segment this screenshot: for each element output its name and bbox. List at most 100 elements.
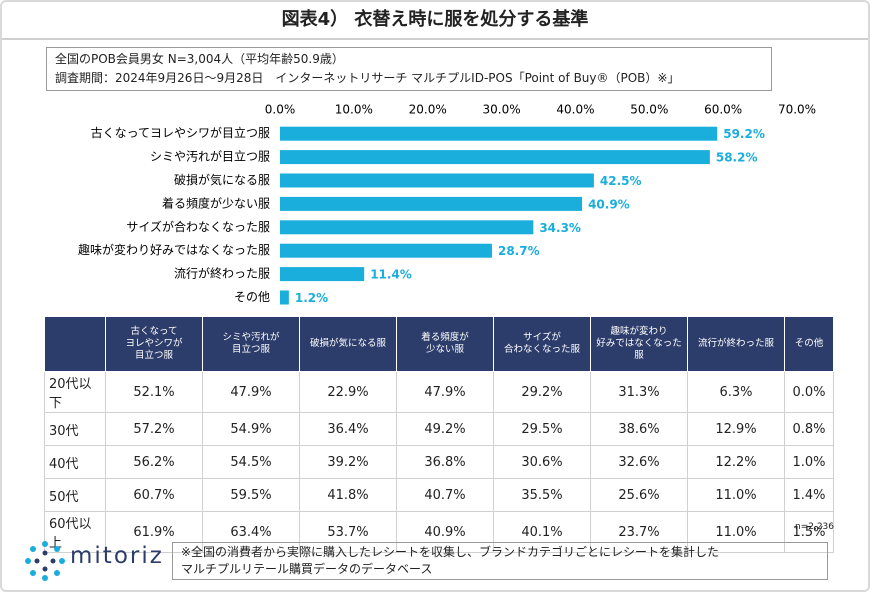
logo-icon [25,541,65,581]
table-row: 20代以下 52.1% 47.9% 22.9% 47.9% 29.2% 31.3% 6.3% 0… [44,371,834,413]
table: 古くなって ヨレやシワが 目立つ服 シミや汚れが 目立つ服 破損が気になる服 着る頻度… [44,316,834,553]
title: 図表4） 衣替え時に服を処分する基準 [2,2,868,40]
table-row: 30代 57.2% 54.9% 36.4% 49.2% 29.5% 38.6% 12.9% 0.… [44,412,834,446]
cell: 31.3% [590,371,688,413]
row-label: 30代 [44,412,106,446]
category-label: 着る頻度が少ない服 [162,195,270,210]
bar [280,220,534,235]
column-header: サイズが 合わなくなった服 [493,316,591,372]
bar [280,173,594,188]
row-label: 50代 [44,478,106,512]
row-label: 40代 [44,445,106,479]
cell: 12.2% [687,445,785,479]
row-label: 20代以下 [44,371,106,413]
value-label: 28.7% [498,244,540,258]
value-label: 40.9% [588,197,630,211]
cell: 54.9% [202,412,300,446]
footnote-line: マルチプルリテール購買データのデータベース [181,562,433,576]
cell: 36.4% [299,412,397,446]
cell: 59.5% [202,478,300,512]
cell: 61.9% [105,511,203,553]
cell: 53.7% [299,511,397,553]
cell: 56.2% [105,445,203,479]
value-label: 11.4% [370,268,412,282]
row-label: 60代以上 [44,511,106,553]
footnote: ※全国の消費者から実際に購入したレシートを収集し、ブランドカテゴリごとにレシート… [172,542,828,580]
x-tick-label: 0.0% [265,103,296,117]
chart: 0.0% 10.0% 20.0% 30.0% 40.0% 50.0% 60.0% 70.0% 古… [78,103,816,306]
footnote-line: ※全国の消費者から実際に購入したレシートを収集し、ブランドカテゴリごとにレシート… [181,545,720,559]
cell: 57.2% [105,412,203,446]
x-tick-label: 60.0% [704,103,742,117]
category-label: 趣味が変わり好みではなくなった服 [78,242,270,257]
x-tick-label: 70.0% [778,103,816,117]
column-header: シミや汚れが 目立つ服 [202,316,300,372]
cell: 47.9% [202,371,300,413]
category-label: 古くなってヨレやシワが目立つ服 [91,125,270,140]
cell: 40.1% [493,511,591,553]
value-label: 42.5% [600,174,642,188]
cell: 12.9% [687,412,785,446]
cell: 29.5% [493,412,591,446]
category-label: シミや汚れが目立つ服 [150,149,270,164]
value-label: 34.3% [539,221,581,235]
table-row: 60代以上 61.9% 63.4% 53.7% 40.9% 40.1% 23.7% 11.0%… [44,511,834,553]
notes: 全国のPOB会員男女 N=3,004人（平均年齢50.9歳） 調査期間：2024… [46,47,772,91]
x-tick-label: 10.0% [335,103,373,117]
x-tick-label: 30.0% [483,103,521,117]
cell: 29.2% [493,371,591,413]
category-label: 破損が気になる服 [174,172,270,187]
column-header: 趣味が変わり 好みではなくなった 服 [590,316,688,372]
column-header: その他 [784,316,834,372]
cell: 1.5% [784,511,834,553]
cell: 40.7% [396,478,494,512]
cell: 38.6% [590,412,688,446]
bar [280,126,718,141]
cell: 39.2% [299,445,397,479]
cell: 40.9% [396,511,494,553]
bar [280,150,710,165]
table-row: 50代 60.7% 59.5% 41.8% 40.7% 35.5% 25.6% 11.0% 1.… [44,478,834,512]
cell: 0.0% [784,371,834,413]
x-tick-label: 50.0% [630,103,668,117]
cell: 35.5% [493,478,591,512]
table-row: 40代 56.2% 54.5% 39.2% 36.8% 30.6% 32.6% 12.2% 1.… [44,445,834,479]
bar [280,267,365,282]
logo-text: mitoriz [70,543,164,569]
value-label: 1.2% [295,291,328,305]
cell: 1.0% [784,445,834,479]
cell: 23.7% [590,511,688,553]
header-blank [44,316,106,372]
value-label: 58.2% [716,151,758,165]
note: 調査期間：2024年9月26日～9月28日 インターネットリサーチ マルチプルI… [55,71,680,85]
cell: 6.3% [687,371,785,413]
column-header: 着る頻度が 少ない服 [396,316,494,372]
cell: 11.0% [687,478,785,512]
sample-note: n=2,236 [794,522,834,532]
cell: 52.1% [105,371,203,413]
bar [280,290,289,305]
x-tick-label: 20.0% [409,103,447,117]
x-tick-label: 40.0% [556,103,594,117]
cell: 49.2% [396,412,494,446]
column-header: 破損が気になる服 [299,316,397,372]
cell: 25.6% [590,478,688,512]
column-header: 古くなって ヨレやシワが 目立つ服 [105,316,203,372]
cell: 1.4% [784,478,834,512]
column-header: 流行が終わった服 [687,316,785,372]
cell: 32.6% [590,445,688,479]
cell: 41.8% [299,478,397,512]
cell: 11.0% [687,511,785,553]
cell: 36.8% [396,445,494,479]
cell: 54.5% [202,445,300,479]
cell: 63.4% [202,511,300,553]
header-row: 古くなって ヨレやシワが 目立つ服 シミや汚れが 目立つ服 破損が気になる服 着る頻度… [44,316,834,372]
value-label: 59.2% [723,127,765,141]
cell: 30.6% [493,445,591,479]
note: 全国のPOB会員男女 N=3,004人（平均年齢50.9歳） [55,52,344,66]
category-label: サイズが合わなくなった服 [126,219,270,234]
bar [280,243,492,258]
cell: 60.7% [105,478,203,512]
category-label: 流行が終わった服 [174,266,270,281]
